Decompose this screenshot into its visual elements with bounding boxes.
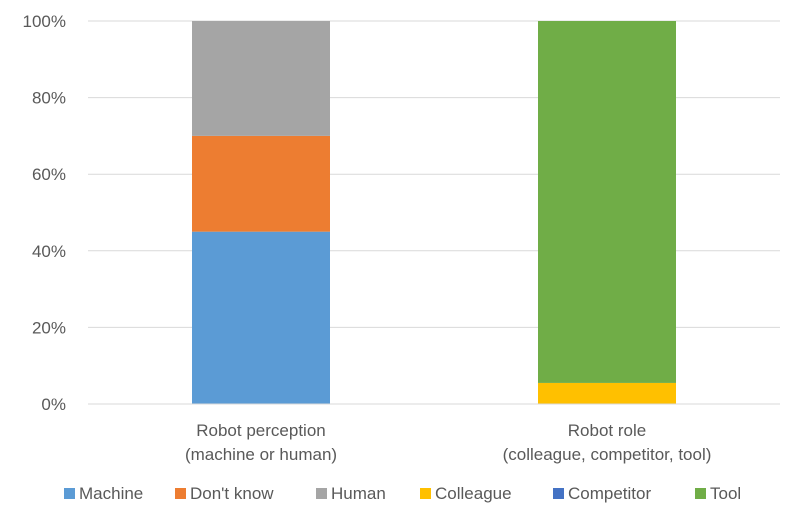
legend-swatch — [316, 488, 327, 499]
gridlines — [88, 20, 780, 328]
bars — [192, 21, 676, 404]
category-label: Robot role — [568, 421, 646, 440]
y-axis-ticks: 0% 20% 40% 60% 80% 100% — [23, 12, 66, 414]
bar-segment-machine — [192, 231, 330, 404]
y-tick-label: 80% — [32, 89, 66, 108]
bar-segment-colleague — [538, 382, 676, 404]
legend-swatch — [64, 488, 75, 499]
category-label: (machine or human) — [185, 445, 337, 464]
category-label: Robot perception — [196, 421, 325, 440]
category-label: (colleague, competitor, tool) — [503, 445, 712, 464]
legend-label: Human — [331, 484, 386, 503]
legend-swatch — [175, 488, 186, 499]
legend-label: Colleague — [435, 484, 512, 503]
legend: Machine Don't know Human Colleague Competito… — [64, 484, 741, 503]
y-tick-label: 0% — [41, 395, 66, 414]
legend-swatch — [553, 488, 564, 499]
legend-label: Don't know — [190, 484, 274, 503]
bar-segment-don-t-know — [192, 135, 330, 232]
legend-swatch — [695, 488, 706, 499]
bar-segment-human — [192, 21, 330, 136]
y-tick-label: 100% — [23, 12, 66, 31]
bar-segment-tool — [538, 21, 676, 383]
legend-label: Competitor — [568, 484, 651, 503]
y-tick-label: 20% — [32, 318, 66, 337]
y-tick-label: 60% — [32, 165, 66, 184]
legend-label: Machine — [79, 484, 143, 503]
y-tick-label: 40% — [32, 242, 66, 261]
legend-label: Tool — [710, 484, 741, 503]
legend-swatch — [420, 488, 431, 499]
category-labels: Robot perception (machine or human) Robot … — [185, 421, 711, 464]
